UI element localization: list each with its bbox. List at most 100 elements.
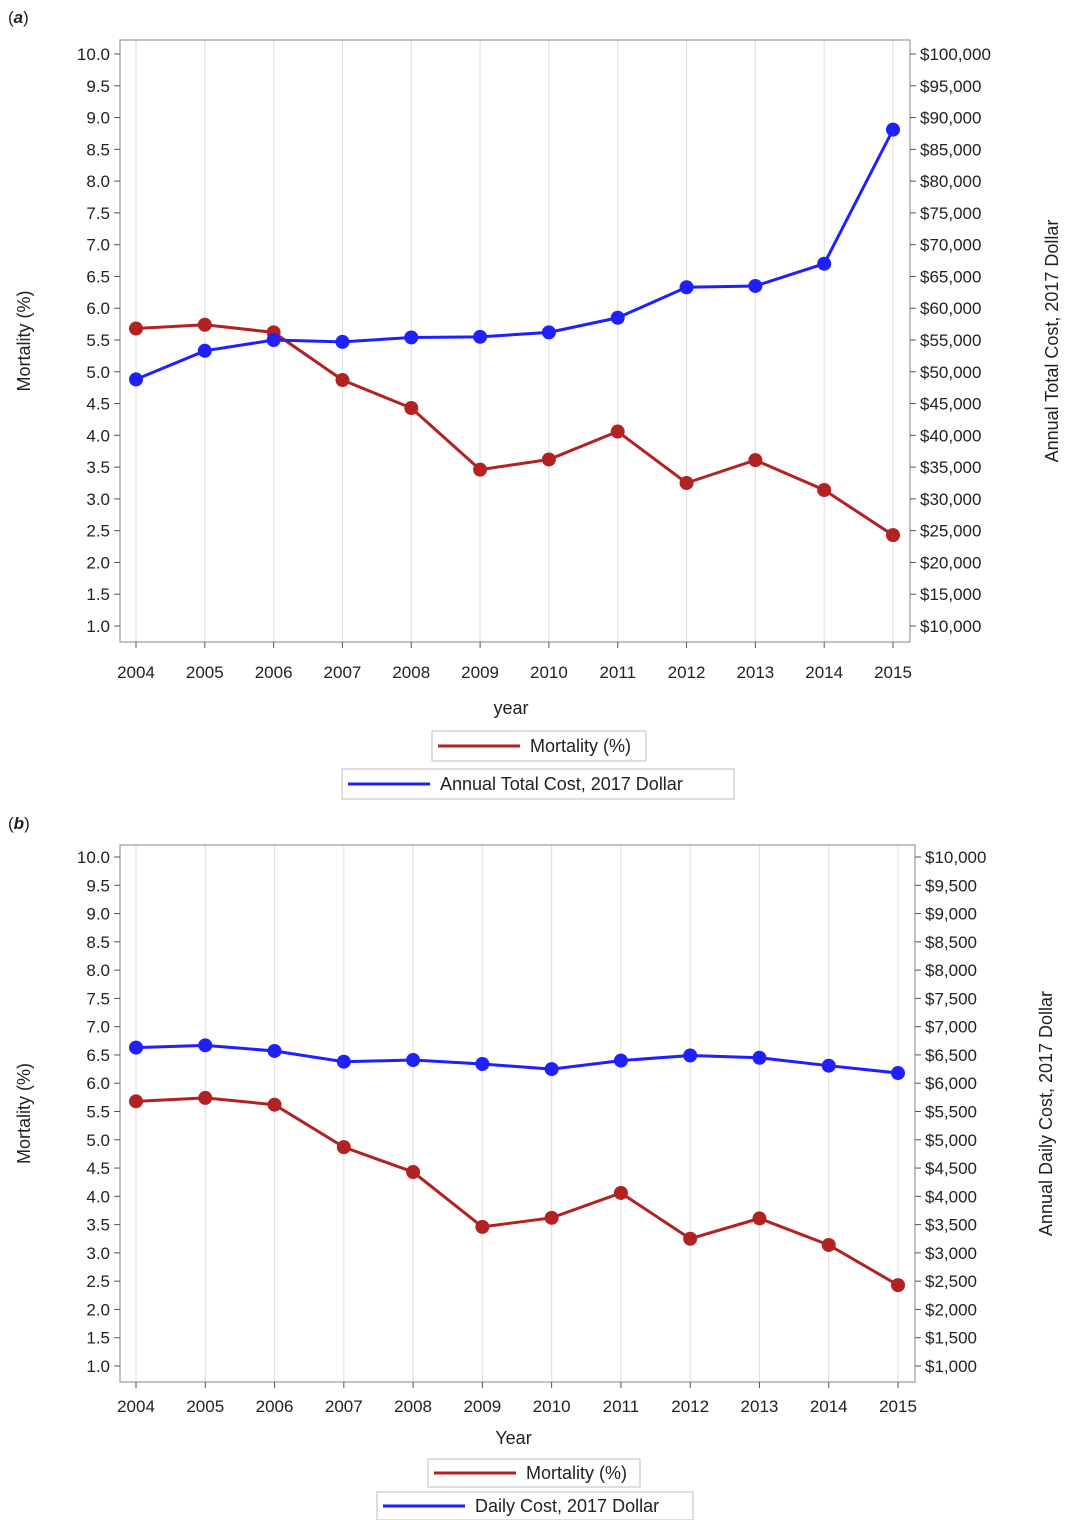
chart-a: 1.0 1.5 2.0 2.5 3.0 3.5 4.0 4.5 5.0 5.5 6.0 6.5 7.0 7… <box>14 39 1062 800</box>
b-y-tick-label: 6.0 <box>86 1074 110 1093</box>
b-x-tick-label: 2008 <box>394 1397 432 1416</box>
b-y-tick-label: 3.5 <box>86 1216 110 1235</box>
b-y2-tick-label: $2,500 <box>925 1272 977 1291</box>
a-y2-tick-label: $55,000 <box>920 331 981 350</box>
a-x-tick-label: 2015 <box>874 663 912 682</box>
b-y-tick-label: 8.0 <box>86 961 110 980</box>
a-series-0-point-2014 <box>817 482 832 497</box>
a-y-axis-label: Mortality (%) <box>14 290 34 391</box>
a-y-tick-label: 7.0 <box>86 236 110 255</box>
b-x-tick-label: 2005 <box>186 1397 224 1416</box>
b-y2-tick-label: $3,500 <box>925 1216 977 1235</box>
b-series-0-point-2012 <box>683 1231 698 1246</box>
b-series-1-point-2005 <box>198 1038 213 1053</box>
a-y2-tick-label: $20,000 <box>920 553 981 572</box>
a-x-tick-label: 2008 <box>392 663 430 682</box>
b-y2-tick-label: $1,000 <box>925 1357 977 1376</box>
a-series-0-point-2013 <box>748 453 763 468</box>
a-series-1-point-2006 <box>266 333 281 347</box>
b-y-tick-label: 2.0 <box>86 1300 110 1319</box>
panel-b-label: (b) <box>8 814 30 833</box>
b-y2-tick-label: $2,000 <box>925 1300 977 1319</box>
a-y-tick-label: 9.0 <box>86 109 110 128</box>
b-y-tick-label: 7.5 <box>86 989 110 1008</box>
a-y-tick-label: 9.5 <box>86 77 110 96</box>
b-y2-tick-label: $4,500 <box>925 1159 977 1178</box>
b-y2-axis-label: Annual Daily Cost, 2017 Dollar <box>1036 991 1056 1236</box>
a-y-tick-label: 5.0 <box>86 363 110 382</box>
a-y2-tick-label: $45,000 <box>920 395 981 414</box>
b-y-tick-label: 1.0 <box>86 1357 110 1376</box>
b-y2-tick-label: $4,000 <box>925 1187 977 1206</box>
a-series-1-point-2011 <box>610 310 625 325</box>
a-y2-tick-label: $50,000 <box>920 363 981 382</box>
b-y-tick-label: 9.0 <box>86 905 110 924</box>
b-series-1-point-2012 <box>683 1048 698 1063</box>
a-y2-tick-label: $95,000 <box>920 77 981 96</box>
b-y2-tick-label: $10,000 <box>925 848 986 867</box>
a-legend-1-label: Annual Total Cost, 2017 Dollar <box>440 774 683 794</box>
chart-b: 1.0 1.5 2.0 2.5 3.0 3.5 4.0 4.5 5.0 5.5 6.0 6.5 7.0 7… <box>14 844 1056 1520</box>
b-series-0-point-2011 <box>613 1185 628 1200</box>
b-y2-tick-label: $6,500 <box>925 1046 977 1065</box>
b-y2-tick-label: $3,000 <box>925 1244 977 1263</box>
a-y2-tick-label: $40,000 <box>920 426 981 445</box>
a-y-tick-label: 8.0 <box>86 172 110 191</box>
a-y2-tick-label: $60,000 <box>920 299 981 318</box>
b-legend-1-label: Daily Cost, 2017 Dollar <box>475 1496 659 1516</box>
a-y2-tick-label: $75,000 <box>920 204 981 223</box>
a-y-tick-label: 4.5 <box>86 395 110 414</box>
a-y-tick-label: 10.0 <box>77 45 110 64</box>
b-series-1-point-2014 <box>821 1058 836 1073</box>
a-x-tick-label: 2013 <box>736 663 774 682</box>
a-series-0-point-2005 <box>197 317 212 332</box>
b-y-tick-label: 3.0 <box>86 1244 110 1263</box>
b-x-tick-label: 2013 <box>741 1397 779 1416</box>
a-x-tick-label: 2011 <box>599 663 636 682</box>
b-y2-tick-label: $1,500 <box>925 1329 977 1348</box>
a-y-tick-label: 1.0 <box>86 617 110 636</box>
a-y2-tick-label: $30,000 <box>920 490 981 509</box>
a-y-tick-label: 8.5 <box>86 140 110 159</box>
b-series-1-point-2010 <box>544 1062 559 1077</box>
b-series-0-line <box>135 1096 899 1287</box>
b-x-tick-label: 2007 <box>325 1397 363 1416</box>
a-x-axis-label: year <box>493 698 528 718</box>
b-x-tick-label: 2011 <box>603 1397 640 1416</box>
panel-a-letter: a <box>13 8 24 27</box>
a-y2-tick-label: $15,000 <box>920 585 981 604</box>
a-y-tick-label: 2.0 <box>86 553 110 572</box>
a-series-1-point-2004 <box>129 372 143 387</box>
a-series-0-point-2008 <box>404 401 419 416</box>
b-plot-frame <box>119 844 916 1383</box>
b-series-0-point-2008 <box>406 1165 421 1180</box>
b-x-tick-label: 2010 <box>533 1397 571 1416</box>
a-x-tick-label: 2007 <box>324 663 362 682</box>
a-series-1-point-2014 <box>817 256 832 271</box>
b-series-0-point-2005 <box>198 1090 213 1105</box>
b-y-tick-label: 9.5 <box>86 876 110 895</box>
b-legend-0-label: Mortality (%) <box>526 1463 627 1483</box>
b-y2-tick-label: $8,000 <box>925 961 977 980</box>
a-y2-tick-label: $10,000 <box>920 617 981 636</box>
b-y2-tick-label: $7,500 <box>925 989 977 1008</box>
a-y-tick-label: 7.5 <box>86 204 110 223</box>
a-series-0-point-2004 <box>129 321 143 336</box>
a-y-tick-label: 5.5 <box>86 331 110 350</box>
b-series-1-point-2011 <box>613 1053 628 1068</box>
b-y2-tick-label: $7,000 <box>925 1018 977 1037</box>
a-legend-0-label: Mortality (%) <box>530 736 631 756</box>
a-y2-tick-label: $25,000 <box>920 522 981 541</box>
b-y-tick-label: 5.0 <box>86 1131 110 1150</box>
a-series-0-point-2010 <box>541 452 556 467</box>
a-series-0-line <box>135 323 894 537</box>
b-y-tick-label: 1.5 <box>86 1329 110 1348</box>
b-x-tick-label: 2015 <box>879 1397 917 1416</box>
b-y-tick-label: 2.5 <box>86 1272 110 1291</box>
b-y2-tick-label: $6,000 <box>925 1074 977 1093</box>
a-y-tick-label: 2.5 <box>86 522 110 541</box>
a-y2-tick-label: $70,000 <box>920 236 981 255</box>
b-y-tick-label: 5.5 <box>86 1103 110 1122</box>
a-y2-axis-label: Annual Total Cost, 2017 Dollar <box>1042 220 1062 463</box>
b-series-0-point-2007 <box>336 1140 351 1155</box>
